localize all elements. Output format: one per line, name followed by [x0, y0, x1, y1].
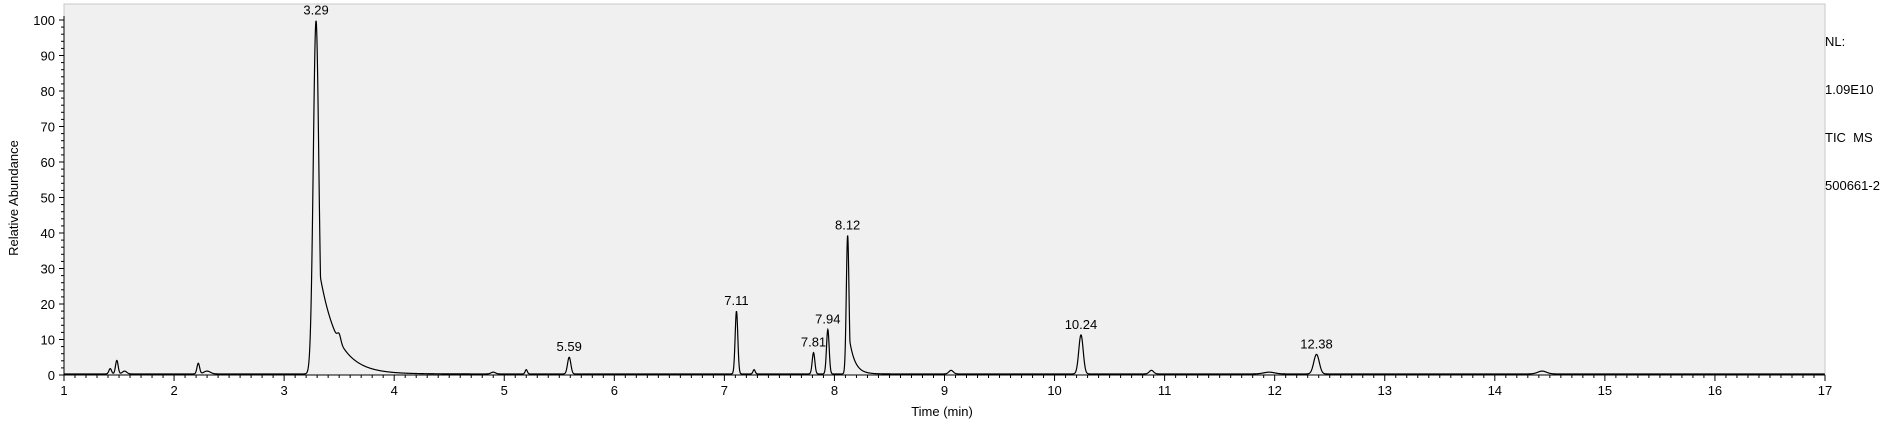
x-tick-label: 8 — [831, 383, 838, 398]
x-tick-label: 2 — [170, 383, 177, 398]
x-tick-label: 6 — [611, 383, 618, 398]
x-axis: 1 2 3 4 5 6 7 8 9 10 11 12 13 14 15 16 17 — [60, 374, 1832, 398]
peak-label: 3.29 — [303, 3, 328, 18]
peak-label: 8.12 — [835, 217, 860, 232]
x-tick-label: 17 — [1818, 383, 1832, 398]
y-tick-label: 50 — [41, 191, 55, 206]
sample-id: 500661-2 — [1825, 178, 1880, 193]
x-tick-label: 15 — [1598, 383, 1612, 398]
peak-label: 10.24 — [1065, 317, 1098, 332]
x-tick-label: 14 — [1488, 383, 1502, 398]
trace-type: TIC MS — [1825, 130, 1873, 145]
x-tick-label: 3 — [281, 383, 288, 398]
trace-info: NL: 1.09E10 TIC MS 500661-2 — [1825, 2, 1882, 210]
y-tick-label: 90 — [41, 49, 55, 64]
y-tick-label: 100 — [33, 13, 55, 28]
peak-labels: 3.29 5.59 7.11 7.81 7.94 8.12 10.24 12.38 — [303, 3, 1332, 355]
y-tick-label: 40 — [41, 226, 55, 241]
y-tick-label: 60 — [41, 155, 55, 170]
x-tick-label: 16 — [1708, 383, 1722, 398]
tic-trace — [64, 20, 1825, 375]
peak-label: 7.11 — [724, 293, 748, 308]
peak-label: 7.94 — [815, 312, 840, 327]
x-tick-label: 10 — [1047, 383, 1061, 398]
nl-label: NL: — [1825, 34, 1846, 49]
y-axis: 0 10 20 30 40 50 60 70 80 90 100 — [33, 13, 65, 383]
y-tick-label: 80 — [41, 84, 55, 99]
x-tick-label: 13 — [1378, 383, 1392, 398]
nl-value: 1.09E10 — [1825, 82, 1874, 97]
x-tick-label: 1 — [60, 383, 67, 398]
y-tick-label: 70 — [41, 120, 55, 135]
x-tick-label: 5 — [501, 383, 508, 398]
y-tick-label: 30 — [41, 262, 55, 277]
x-tick-label: 4 — [391, 383, 398, 398]
x-tick-label: 12 — [1267, 383, 1281, 398]
y-axis-title: Relative Abundance — [6, 140, 21, 256]
y-tick-label: 20 — [41, 297, 55, 312]
y-tick-label: 0 — [48, 368, 55, 383]
x-axis-title: Time (min) — [911, 404, 973, 419]
peak-label: 5.59 — [557, 339, 582, 354]
x-tick-label: 9 — [941, 383, 948, 398]
peak-label: 7.81 — [801, 335, 826, 350]
x-tick-label: 11 — [1158, 383, 1172, 398]
y-tick-label: 10 — [41, 333, 55, 348]
plot-area — [63, 3, 1826, 376]
x-tick-label: 7 — [721, 383, 728, 398]
peak-label: 12.38 — [1300, 336, 1333, 351]
